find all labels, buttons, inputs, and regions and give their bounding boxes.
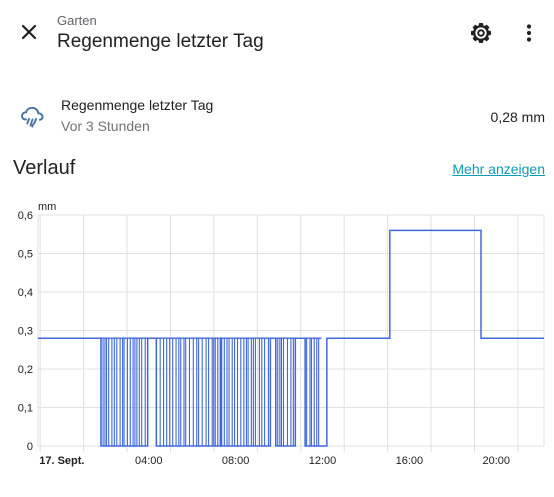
y-tick-label: 0,6 xyxy=(18,210,33,222)
weather-pouring-icon xyxy=(20,104,46,130)
x-axis-ticks: 17. Sept. 04:00 08:00 12:00 16:00 20:00 xyxy=(39,455,510,467)
series-line xyxy=(38,229,544,447)
history-heading: Verlauf xyxy=(13,157,76,179)
more-options-button[interactable] xyxy=(517,19,541,47)
oscillation-spikes xyxy=(100,338,146,446)
y-tick-label: 0,5 xyxy=(18,249,33,261)
y-axis-ticks: 0,6 0,5 0,4 0,3 0,2 0,1 0 xyxy=(18,210,33,453)
y-tick-label: 0,3 xyxy=(18,326,33,338)
entity-row[interactable]: Regenmenge letzter Tag Vor 3 Stunden 0,2… xyxy=(0,90,554,142)
dialog-title: Regenmenge letzter Tag xyxy=(57,31,264,52)
x-tick-label: 17. Sept. xyxy=(39,455,84,467)
x-tick-label: 20:00 xyxy=(482,455,510,467)
x-tick-label: 08:00 xyxy=(222,455,250,467)
y-axis-label: mm xyxy=(38,201,56,213)
area-name: Garten xyxy=(57,13,97,28)
y-tick-label: 0,4 xyxy=(18,287,33,299)
oscillation-spikes xyxy=(220,338,269,446)
gear-icon xyxy=(471,23,491,43)
x-tick-label: 16:00 xyxy=(396,455,424,467)
chart-series xyxy=(38,229,544,447)
history-chart[interactable]: mm 0,6 0,5 0,4 0,3 0,2 0,1 0 17. Sept. 04:00 08:… xyxy=(0,195,554,475)
entity-name: Regenmenge letzter Tag xyxy=(61,97,214,113)
close-button[interactable] xyxy=(14,17,44,47)
last-changed: Vor 3 Stunden xyxy=(61,118,150,134)
oscillation-spikes xyxy=(304,338,320,446)
y-tick-label: 0,1 xyxy=(18,403,33,415)
y-tick-label: 0,2 xyxy=(18,364,33,376)
y-tick-label: 0 xyxy=(27,441,33,453)
close-icon xyxy=(21,24,37,40)
x-tick-label: 04:00 xyxy=(135,455,163,467)
history-chart-svg: mm 0,6 0,5 0,4 0,3 0,2 0,1 0 17. Sept. 04:00 08:… xyxy=(18,201,545,467)
x-tick-label: 12:00 xyxy=(309,455,337,467)
settings-button[interactable] xyxy=(467,19,495,47)
oscillation-spikes xyxy=(155,338,221,446)
oscillation-spikes xyxy=(275,338,294,446)
entity-state: 0,28 mm xyxy=(490,109,545,125)
more-vertical-icon xyxy=(526,24,532,42)
more-info-link[interactable]: Mehr anzeigen xyxy=(452,161,545,177)
dialog-header: Garten Regenmenge letzter Tag xyxy=(0,0,554,64)
